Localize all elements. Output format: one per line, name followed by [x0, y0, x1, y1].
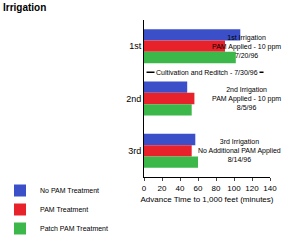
svg-text:100: 100 [227, 184, 241, 193]
svg-text:120: 120 [245, 184, 259, 193]
svg-text:2nd: 2nd [126, 94, 141, 104]
svg-text:3rd IrrigationNo Additional PA: 3rd IrrigationNo Additional PAM Applied8… [198, 138, 281, 163]
svg-text:PAM Treatment: PAM Treatment [40, 206, 88, 213]
svg-text:0: 0 [142, 184, 147, 193]
svg-text:2nd IrrigationPAM Applied - 10: 2nd IrrigationPAM Applied - 10 ppm8/5/96 [212, 86, 281, 111]
svg-text:No PAM Treatment: No PAM Treatment [40, 187, 99, 194]
svg-text:Advance Time to 1,000 feet (mi: Advance Time to 1,000 feet (minutes) [141, 195, 274, 204]
svg-text:1st IrrigationPAM Applied - 10: 1st IrrigationPAM Applied - 10 ppm7/20/9… [212, 34, 281, 59]
svg-text:3rd: 3rd [128, 146, 141, 156]
svg-text:Irrigation: Irrigation [3, 2, 46, 13]
svg-text:60: 60 [194, 184, 203, 193]
svg-text:80: 80 [212, 184, 221, 193]
svg-text:20: 20 [158, 184, 167, 193]
svg-text:140: 140 [263, 184, 277, 193]
svg-text:1st: 1st [129, 41, 142, 51]
svg-text:Patch PAM Treatment: Patch PAM Treatment [40, 225, 108, 232]
svg-text:40: 40 [176, 184, 185, 193]
svg-text:Cultivation and Reditch - 7/30: Cultivation and Reditch - 7/30/96 [156, 69, 258, 76]
